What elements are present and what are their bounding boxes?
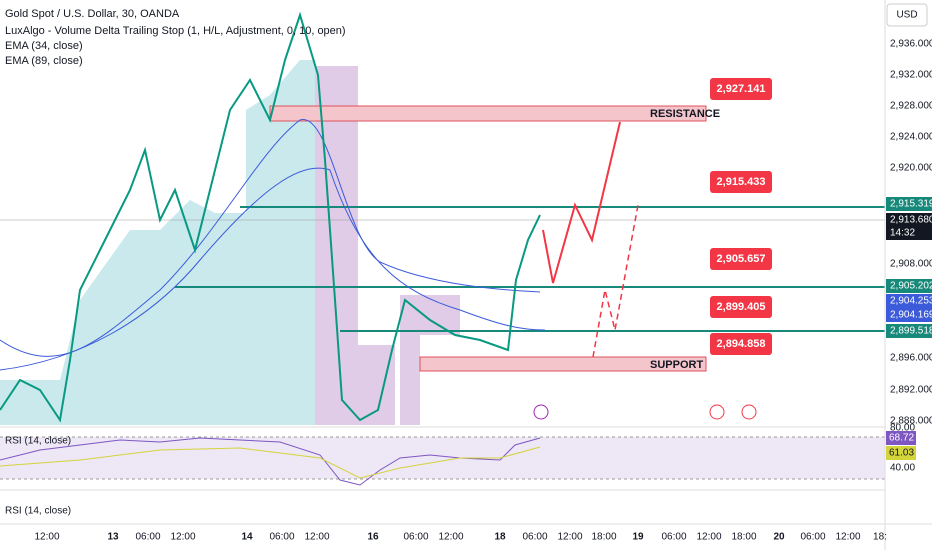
price-tag — [886, 213, 932, 227]
time-label: 06:00 — [661, 532, 686, 543]
price-label: 2,892.000 — [890, 385, 932, 396]
ema-89 — [0, 167, 546, 371]
price-tag — [886, 308, 932, 322]
rsi-ma — [0, 446, 541, 479]
price-label: 2,896.000 — [890, 353, 932, 364]
time-label: 06:00 — [135, 532, 160, 543]
price-tag-text: 2,913.680 — [890, 215, 932, 226]
time-label: 12:00 — [170, 532, 195, 543]
callout — [710, 296, 772, 318]
price-label: 2,908.000 — [890, 259, 932, 270]
currency[interactable]: USD — [896, 10, 917, 21]
zone-label: RESISTANCE — [650, 108, 720, 120]
callout-text: 2,894.858 — [717, 338, 766, 350]
rsi-tag — [886, 446, 916, 460]
event-icon[interactable] — [533, 404, 549, 420]
time-label: 13 — [107, 532, 119, 543]
time-label: 18: — [873, 532, 887, 543]
time-label: 18:00 — [731, 532, 756, 543]
time-label: 06:00 — [403, 532, 428, 543]
pane-label: RSI (14, close) — [5, 436, 71, 447]
price-label: 2,888.000 — [890, 416, 932, 427]
price-path — [0, 11, 541, 423]
callout — [710, 248, 772, 270]
price-label: 2,924.000 — [890, 132, 932, 143]
time-label: 16 — [367, 532, 379, 543]
price-label: 2,928.000 — [890, 101, 932, 112]
time-label: 06:00 — [522, 532, 547, 543]
price-tag-text: 2,915.319 — [890, 199, 932, 210]
indicator-label: EMA (34, close) — [5, 40, 83, 52]
price-tag-text: 2,904.169 — [890, 310, 932, 321]
price-tag — [886, 279, 932, 293]
time-label: 12:00 — [34, 532, 59, 543]
time-label: 18:00 — [591, 532, 616, 543]
price-tag-text: 2,899.518 — [890, 326, 932, 337]
price-tag-text: 2,905.202 — [890, 281, 932, 292]
time-label: 18 — [494, 532, 506, 543]
time-label: 06:00 — [269, 532, 294, 543]
support-zone — [419, 356, 707, 372]
time-label: 12:00 — [696, 532, 721, 543]
time-label: 06:00 — [800, 532, 825, 543]
rsi-axis-label: 40.00 — [890, 463, 915, 474]
resistance-zone — [269, 105, 707, 122]
rsi-axis-label: 80.00 — [890, 423, 915, 434]
pane-label: RSI (14, close) — [5, 506, 71, 517]
ema-34 — [0, 119, 541, 357]
event-icon[interactable] — [709, 404, 725, 420]
time-label: 12:00 — [835, 532, 860, 543]
price-tag — [886, 324, 932, 338]
time-label: 14 — [241, 532, 253, 543]
price-tag-text: 14:32 — [890, 228, 915, 239]
callout — [710, 171, 772, 193]
zone-label: SUPPORT — [650, 359, 703, 371]
projection — [542, 121, 621, 284]
rsi-band — [0, 437, 885, 479]
event-icon[interactable] — [741, 404, 757, 420]
indicator-label: LuxAlgo - Volume Delta Trailing Stop (1,… — [5, 25, 346, 37]
price-tag — [886, 294, 932, 308]
rsi-tag — [886, 431, 916, 445]
time-label: 12:00 — [304, 532, 329, 543]
currency-button[interactable] — [886, 3, 928, 27]
price-label: 2,936.000 — [890, 39, 932, 50]
price-tag-text: 2,904.253 — [890, 296, 932, 307]
indicator-label: EMA (89, close) — [5, 55, 83, 67]
time-label: 12:00 — [557, 532, 582, 543]
symbol-title: Gold Spot / U.S. Dollar, 30, OANDA — [5, 8, 180, 20]
price-tag — [886, 197, 932, 211]
callout — [710, 78, 772, 100]
price-tag — [886, 226, 932, 240]
time-label: 12:00 — [438, 532, 463, 543]
callout — [710, 333, 772, 355]
callout-text: 2,915.433 — [717, 176, 766, 188]
trailing-zone-up — [0, 60, 315, 425]
trailing-zone-down — [315, 66, 395, 425]
trailing-zone-down — [400, 295, 460, 425]
rsi-tag-text: 68.72 — [889, 433, 914, 444]
projection-alt — [592, 204, 639, 358]
price-label: 2,932.000 — [890, 70, 932, 81]
time-label: 20 — [773, 532, 785, 543]
rsi-tag-text: 61.03 — [889, 448, 914, 459]
callout-text: 2,899.405 — [717, 301, 766, 313]
time-label: 19 — [632, 532, 644, 543]
price-label: 2,920.000 — [890, 163, 932, 174]
callout-text: 2,905.657 — [717, 253, 766, 265]
callout-text: 2,927.141 — [717, 83, 766, 95]
